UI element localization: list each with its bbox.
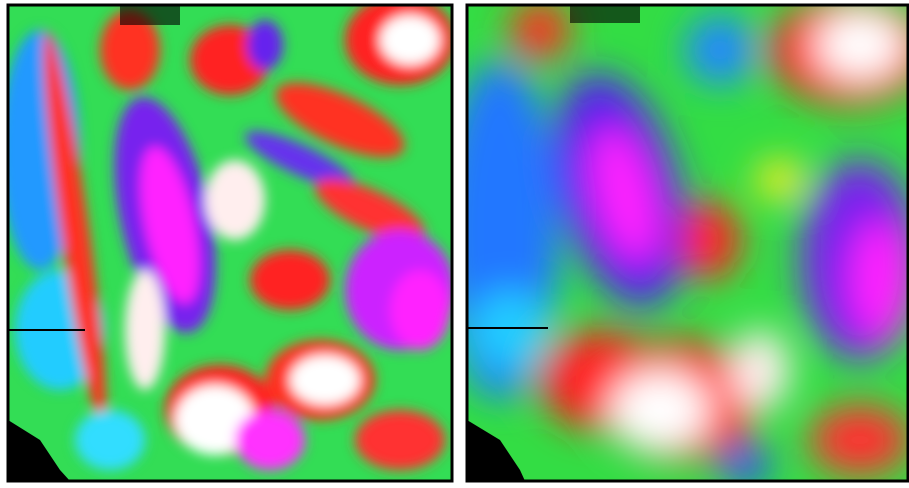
left-frame [6,3,454,483]
left-map [8,5,452,481]
right-frame [465,3,909,483]
right-map [467,5,909,481]
